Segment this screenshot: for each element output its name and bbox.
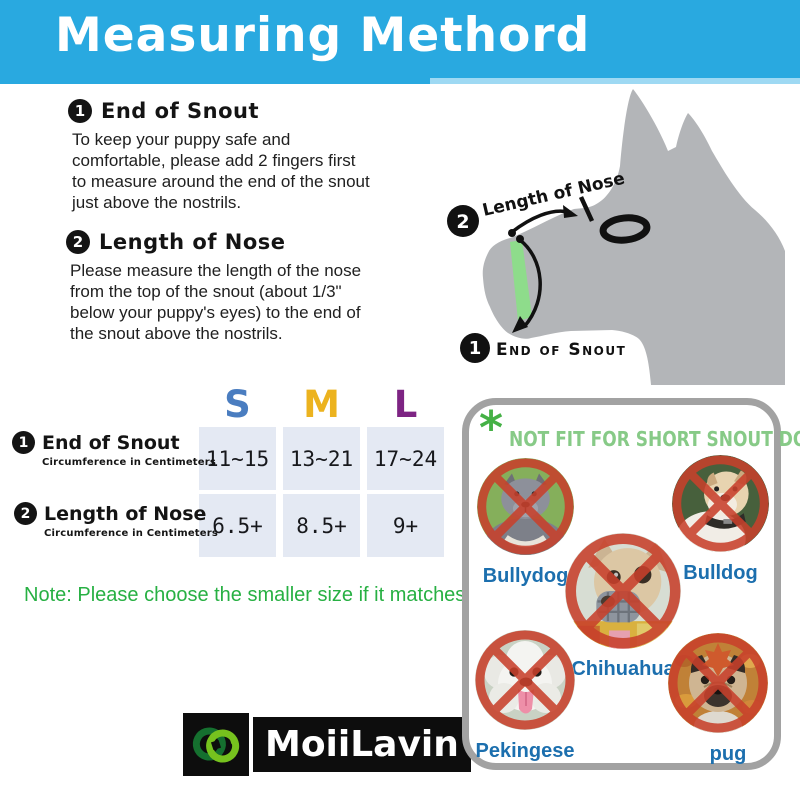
size-chart: S M L 11~15 13~21 17~24 6.5+ 8.5+ 9+: [199, 382, 444, 557]
row1-label: End of Snout: [42, 431, 180, 454]
table-cell-nose-s: 6.5+: [199, 494, 276, 557]
dog-item-pug: pug: [668, 633, 768, 765]
dog-item-bullydog: Bullydog: [477, 458, 574, 587]
dog-photo-bulldog: [672, 455, 769, 552]
page-title: Measuring Methord: [55, 8, 591, 63]
row2-label: Length of Nose: [44, 502, 207, 525]
dog-photo-pug: [668, 633, 768, 733]
no-entry-icon: [475, 630, 575, 730]
size-letter-l: L: [393, 383, 418, 426]
note-text: Note: Please choose the smaller size if …: [24, 584, 534, 606]
table-row-label-snout: 1 End of Snout Circumference in Centimet…: [12, 431, 216, 468]
muzzle-band: [510, 240, 532, 321]
warning-panel: * NOT FIT FOR SHORT SNOUT DOGS B: [462, 398, 800, 770]
table-cell-nose-m: 8.5+: [283, 494, 360, 557]
dog-item-chihuahua: Chihuahua: [565, 533, 681, 680]
table-cell-nose-l: 9+: [367, 494, 444, 557]
step2-title: Length of Nose: [99, 230, 286, 254]
snout-arrowhead-icon: [512, 316, 528, 333]
brand-name-box: MoiiLavin: [253, 717, 471, 772]
dog-photo-chihuahua: [565, 533, 681, 649]
dog-label-chihuahua: Chihuahua: [571, 658, 675, 680]
nose-arrowhead-icon: [563, 205, 578, 218]
dog-item-bulldog: Bulldog: [672, 455, 769, 584]
step1-title: End of Snout: [101, 99, 260, 123]
brand-logo: MoiiLavin: [183, 713, 471, 776]
warning-title: NOT FIT FOR SHORT SNOUT DOGS: [509, 427, 800, 451]
dog-photo-pekingese: [475, 630, 575, 730]
snout-label-number: 1: [469, 338, 482, 359]
no-entry-icon: [477, 458, 574, 555]
brand-name: MoiiLavin: [265, 724, 459, 765]
asterisk-icon: *: [479, 401, 504, 455]
step1-heading: 1 End of Snout: [68, 99, 259, 123]
table-cell-snout-m: 13~21: [283, 427, 360, 490]
dog-label-bulldog: Bulldog: [683, 562, 758, 584]
measure-dot: [508, 229, 516, 237]
row2-number-badge: 2: [14, 502, 37, 525]
nose-label-number: 2: [456, 211, 469, 233]
table-cell-snout-l: 17~24: [367, 427, 444, 490]
snout-label-badge: [460, 333, 490, 363]
no-entry-icon: [672, 455, 769, 552]
snout-circumference-arrow: [518, 238, 542, 329]
dog-item-pekingese: Pekingese: [475, 630, 575, 762]
table-row-label-nose: 2 Length of Nose Circumference in Centim…: [14, 502, 218, 539]
eye-ring: [599, 214, 651, 244]
step1-body-text: To keep your puppy safe and comfortable,…: [72, 130, 370, 212]
step2-number-badge: 2: [66, 230, 90, 254]
nose-end-tick: [578, 196, 595, 222]
step2-heading: 2 Length of Nose: [66, 230, 286, 254]
dog-head-diagram: Length of Nose 2 1 End of Snout: [447, 89, 785, 385]
dog-label-bullydog: Bullydog: [482, 565, 569, 587]
dog-label-pug: pug: [709, 743, 747, 765]
step1-number-badge: 1: [68, 99, 92, 123]
no-entry-icon: [565, 533, 681, 649]
dog-label-pekingese: Pekingese: [475, 740, 575, 762]
row1-number-badge: 1: [12, 431, 35, 454]
table-cell-snout-s: 11~15: [199, 427, 276, 490]
header-edge-strip: [430, 78, 800, 84]
dog-photo-bullydog: [477, 458, 574, 555]
header-bar: [0, 0, 800, 84]
row1-sublabel: Circumference in Centimeters: [42, 457, 217, 468]
measure-dot: [516, 235, 524, 243]
no-entry-icon: [668, 633, 768, 733]
nose-label-badge: [447, 205, 479, 237]
snout-label: End of Snout: [496, 340, 626, 360]
row2-sublabel: Circumference in Centimeters: [44, 528, 219, 539]
step2-body-text: Please measure the length of the nose fr…: [70, 261, 362, 343]
logo-mark-icon: [183, 713, 249, 776]
size-letter-m: M: [303, 383, 340, 426]
size-letter-s: S: [224, 383, 251, 426]
